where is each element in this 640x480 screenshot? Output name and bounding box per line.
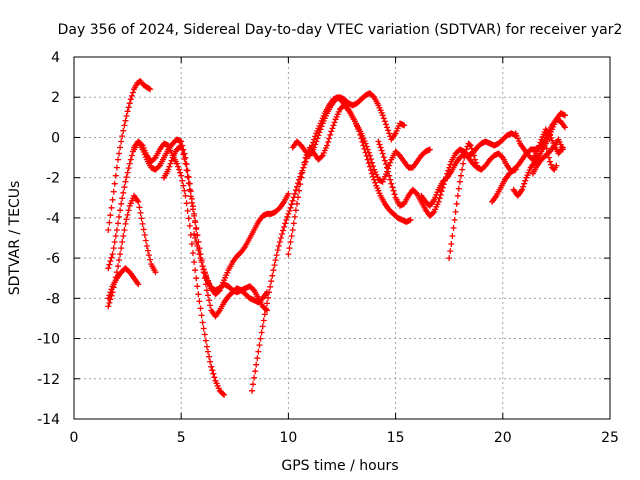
y-tick-label: 2: [51, 90, 60, 106]
data-point-markers: [542, 140, 560, 173]
data-point-markers: [512, 126, 566, 163]
data-point-markers: [489, 116, 568, 205]
data-point-markers: [418, 150, 519, 209]
y-ticks: -14 -12 -10 -8 -6 -4 -2 0 2 4: [37, 50, 610, 428]
data-series-track-18: [542, 140, 560, 173]
grid: [74, 57, 610, 419]
y-tick-label: -8: [46, 291, 60, 307]
x-tick-label: 15: [387, 430, 405, 446]
x-tick-label: 20: [494, 430, 512, 446]
data-series-track-4: [105, 265, 142, 302]
data-point-markers: [529, 136, 566, 177]
y-tick-label: 0: [51, 130, 60, 146]
y-tick-label: -4: [46, 211, 60, 227]
data-series-track-1: [105, 78, 154, 233]
y-tick-label: -14: [37, 412, 60, 428]
data-point-markers: [191, 190, 292, 298]
data-series-track-7: [191, 190, 292, 298]
data-points: [105, 78, 568, 398]
data-point-markers: [105, 78, 154, 233]
x-tick-label: 0: [70, 430, 79, 446]
plot-frame: [73, 56, 611, 420]
x-tick-label: 10: [279, 430, 297, 446]
data-point-markers: [375, 130, 519, 219]
y-tick-label: -2: [46, 171, 60, 187]
y-tick-label: -6: [46, 251, 60, 267]
data-series-track-10: [289, 90, 408, 159]
data-series-track-13: [446, 140, 481, 262]
x-axis-label: GPS time / hours: [281, 458, 398, 474]
data-series-track-17: [529, 136, 566, 177]
y-tick-label: -12: [37, 372, 60, 388]
data-point-markers: [446, 140, 481, 262]
data-series-track-16: [512, 126, 566, 163]
data-series-track-11: [375, 130, 519, 219]
chart-title: Day 356 of 2024, Sidereal Day-to-day VTE…: [58, 22, 623, 38]
y-tick-label: 4: [51, 50, 60, 66]
data-point-markers: [289, 90, 408, 159]
x-tick-label: 5: [177, 430, 186, 446]
data-point-markers: [105, 265, 142, 302]
data-series-track-15: [510, 110, 568, 199]
data-series-track-12: [418, 150, 519, 209]
data-series-track-14: [489, 116, 568, 205]
x-ticks: 0 5 10 15 20 25: [70, 57, 619, 446]
data-series-track-9: [285, 102, 433, 258]
data-point-markers: [510, 110, 568, 199]
x-tick-label: 25: [601, 430, 619, 446]
y-tick-label: -10: [37, 332, 60, 348]
data-point-markers: [285, 102, 433, 258]
y-axis-label: SDTVAR / TECUs: [7, 181, 23, 296]
